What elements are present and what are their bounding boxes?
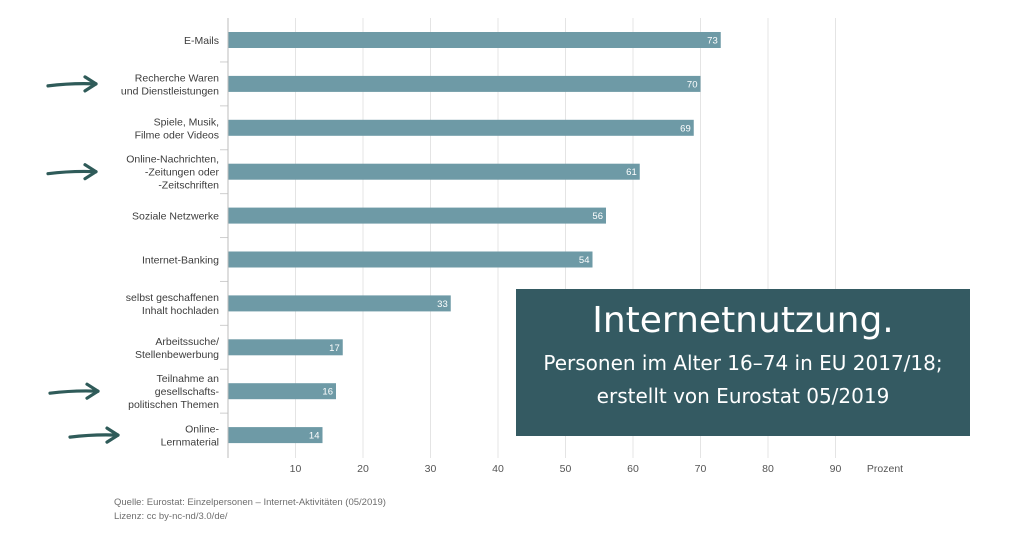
info-box-line-1: Personen im Alter 16–74 in EU 2017/18;	[543, 351, 943, 375]
x-tick-label-10: 10	[290, 463, 302, 475]
x-axis-unit-label: Prozent	[867, 463, 903, 475]
bar	[228, 295, 451, 312]
category-label: E-Mails	[184, 35, 219, 47]
bar	[228, 339, 343, 356]
arrow-icon	[46, 75, 98, 93]
bar	[228, 119, 694, 136]
category-label: Online-Nachrichten, -Zeitungen oder -Zeits…	[126, 154, 219, 192]
bar-value-label: 17	[329, 343, 340, 354]
bar-value-label: 73	[707, 36, 718, 47]
category-label: Spiele, Musik, Filme oder Videos	[135, 116, 219, 141]
bar-value-label: 56	[592, 211, 603, 222]
bar-value-label: 70	[687, 79, 698, 90]
arrow-icon	[48, 382, 100, 400]
license-note: Lizenz: cc by-nc-nd/3.0/de/	[114, 511, 228, 522]
category-label: Teilnahme an gesellschafts-politischen Th…	[128, 373, 219, 411]
x-tick-label-50: 50	[560, 463, 572, 475]
category-label: Online-Lernmaterial	[161, 424, 220, 449]
x-tick-label-60: 60	[627, 463, 639, 475]
bar	[228, 32, 721, 48]
bar-value-label: 16	[322, 387, 333, 398]
x-tick-label-30: 30	[425, 463, 437, 475]
bar	[228, 427, 323, 444]
x-tick-label-90: 90	[830, 463, 842, 475]
bar	[228, 163, 640, 180]
source-note: Quelle: Eurostat: Einzelpersonen – Inter…	[114, 497, 386, 508]
x-tick-label-20: 20	[357, 463, 369, 475]
category-label: Soziale Netzwerke	[132, 211, 219, 223]
bar-value-label: 69	[680, 123, 691, 134]
bar	[228, 75, 701, 92]
bar-value-label: 54	[579, 255, 590, 266]
bar	[228, 207, 606, 224]
info-box-line-2: erstellt von Eurostat 05/2019	[596, 384, 890, 408]
x-tick-label-80: 80	[762, 463, 774, 475]
info-box: Internetnutzung. Personen im Alter 16–74…	[516, 289, 970, 436]
category-label: selbst geschaffenen Inhalt hochladen	[126, 292, 219, 317]
bar-value-label: 61	[626, 167, 637, 178]
category-label: Internet-Banking	[142, 255, 219, 267]
x-tick-label-70: 70	[695, 463, 707, 475]
category-label: Recherche Waren und Dienstleistungen	[121, 72, 219, 97]
bar-value-label: 33	[437, 299, 448, 310]
bar-value-label: 14	[309, 431, 320, 442]
bar	[228, 251, 593, 268]
x-tick-label-40: 40	[492, 463, 504, 475]
bar	[228, 383, 336, 400]
info-box-title: Internetnutzung.	[592, 300, 894, 341]
arrow-icon	[68, 426, 120, 444]
arrow-icon	[46, 163, 98, 181]
category-label: Arbeitssuche/Stellenbewerbung	[135, 336, 219, 361]
